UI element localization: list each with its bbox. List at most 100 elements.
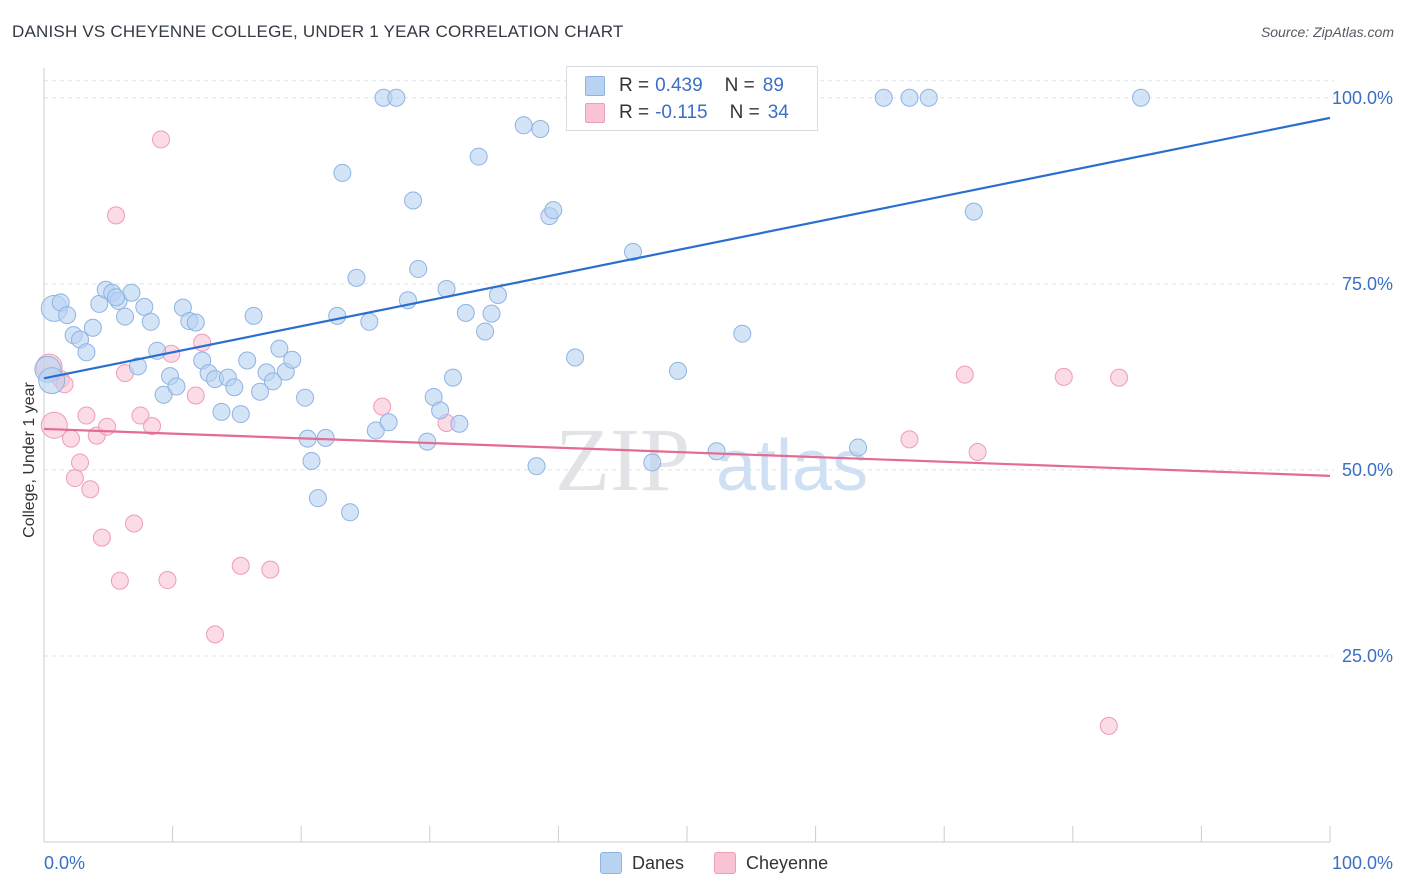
danes-point xyxy=(308,489,327,508)
danes-point xyxy=(263,372,282,391)
y-tick-label-100: 100.0% xyxy=(1332,88,1393,108)
danes-point xyxy=(212,402,231,421)
danes-point xyxy=(225,378,244,397)
n-label: N = xyxy=(724,75,755,96)
cheyenne-point xyxy=(77,406,96,425)
watermark-zip: ZIP xyxy=(555,411,690,510)
danes-point xyxy=(141,312,160,331)
danes-point xyxy=(707,442,726,461)
danes-point xyxy=(231,405,250,424)
cheyenne-trend-line xyxy=(43,427,1331,477)
r-label: R = xyxy=(619,75,650,96)
y-tick-label-25: 25.0% xyxy=(1342,646,1393,666)
danes-point xyxy=(964,202,983,221)
danes-point xyxy=(531,120,550,139)
danes-point xyxy=(450,414,469,433)
danes-point xyxy=(482,304,501,323)
r-label: R = xyxy=(619,102,650,123)
danes-trend-line xyxy=(43,116,1331,380)
cheyenne-point xyxy=(1099,716,1118,735)
series-legend: Danes Cheyenne xyxy=(600,852,858,874)
danes-point xyxy=(38,367,66,395)
cheyenne-point xyxy=(107,206,126,225)
danes-point xyxy=(623,242,642,261)
danes-point xyxy=(238,351,257,370)
r-value: -0.115 xyxy=(655,102,708,123)
danes-point xyxy=(874,88,893,107)
source-label: Source: ZipAtlas.com xyxy=(1260,24,1394,40)
danes-point xyxy=(900,88,919,107)
danes-point xyxy=(849,438,868,457)
danes-point xyxy=(404,191,423,210)
legend-row-cheyenne: R = -0.115 N = 34 xyxy=(585,100,811,126)
n-value: 34 xyxy=(767,102,789,123)
n-label: N = xyxy=(729,102,760,123)
danes-point xyxy=(409,259,428,278)
danes-point xyxy=(296,388,315,407)
danes-point xyxy=(135,297,154,316)
danes-point xyxy=(347,268,366,287)
legend-item-cheyenne: Cheyenne xyxy=(714,852,828,874)
cheyenne-point xyxy=(206,625,225,644)
axes xyxy=(43,68,1331,843)
danes-point xyxy=(1131,88,1150,107)
cheyenne-point xyxy=(261,560,280,579)
danes-point xyxy=(154,385,173,404)
danes-point xyxy=(668,361,687,380)
danes-point xyxy=(122,283,141,302)
danes-point xyxy=(302,451,321,470)
danes-point xyxy=(476,322,495,341)
danes-point xyxy=(456,303,475,322)
danes-legend-swatch xyxy=(600,852,622,874)
danes-point xyxy=(566,348,585,367)
danes-point xyxy=(116,307,135,326)
danes-point xyxy=(366,421,385,440)
danes-point xyxy=(443,368,462,387)
cheyenne-point xyxy=(131,406,150,425)
cheyenne-point xyxy=(81,480,100,499)
danes-point xyxy=(107,288,126,307)
cheyenne-point xyxy=(98,417,117,436)
cheyenne-point xyxy=(900,430,919,449)
tick-labels: 25.0% 50.0% 75.0% 100.0% 0.0% 100.0% xyxy=(44,88,1393,873)
cheyenne-point xyxy=(65,469,84,488)
cheyenne-point xyxy=(955,365,974,384)
cheyenne-legend-swatch xyxy=(714,852,737,874)
danes-point xyxy=(514,116,533,135)
danes-legend-label: Danes xyxy=(632,852,685,873)
danes-points xyxy=(34,88,1150,522)
danes-point xyxy=(387,88,406,107)
x-tick-label-0: 0.0% xyxy=(44,853,85,873)
danes-point xyxy=(186,313,205,332)
cheyenne-point xyxy=(1054,367,1073,386)
danes-point xyxy=(643,453,662,472)
legend-row-danes: R = 0.439 N = 89 xyxy=(585,73,806,99)
stats-legend: R = 0.439 N = 89 R = -0.115 N = 34 xyxy=(566,66,818,131)
danes-point xyxy=(733,324,752,343)
danes-point xyxy=(333,163,352,182)
y-tick-label-75: 75.0% xyxy=(1342,274,1393,294)
danes-point xyxy=(244,306,263,325)
danes-point xyxy=(379,413,398,432)
danes-point xyxy=(283,350,302,369)
cheyenne-point xyxy=(152,130,171,149)
danes-point xyxy=(360,312,379,331)
r-value: 0.439 xyxy=(655,75,703,96)
trend-lines xyxy=(43,116,1331,477)
danes-point xyxy=(469,147,488,166)
danes-point xyxy=(544,201,563,220)
n-value: 89 xyxy=(762,75,784,96)
danes-point xyxy=(58,306,77,325)
cheyenne-point xyxy=(125,514,144,533)
danes-swatch xyxy=(585,76,605,96)
danes-point xyxy=(128,357,147,376)
cheyenne-point xyxy=(1110,368,1129,387)
cheyenne-point xyxy=(143,416,162,435)
cheyenne-point xyxy=(71,453,90,472)
cheyenne-point xyxy=(92,528,111,547)
cheyenne-point xyxy=(968,443,987,462)
chart-title: DANISH VS CHEYENNE COLLEGE, UNDER 1 YEAR… xyxy=(12,22,624,41)
cheyenne-point xyxy=(186,386,205,405)
danes-point xyxy=(316,428,335,447)
